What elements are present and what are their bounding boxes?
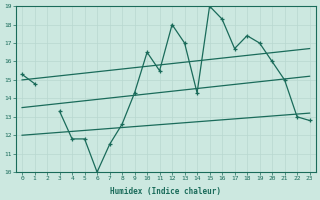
X-axis label: Humidex (Indice chaleur): Humidex (Indice chaleur)	[110, 187, 221, 196]
